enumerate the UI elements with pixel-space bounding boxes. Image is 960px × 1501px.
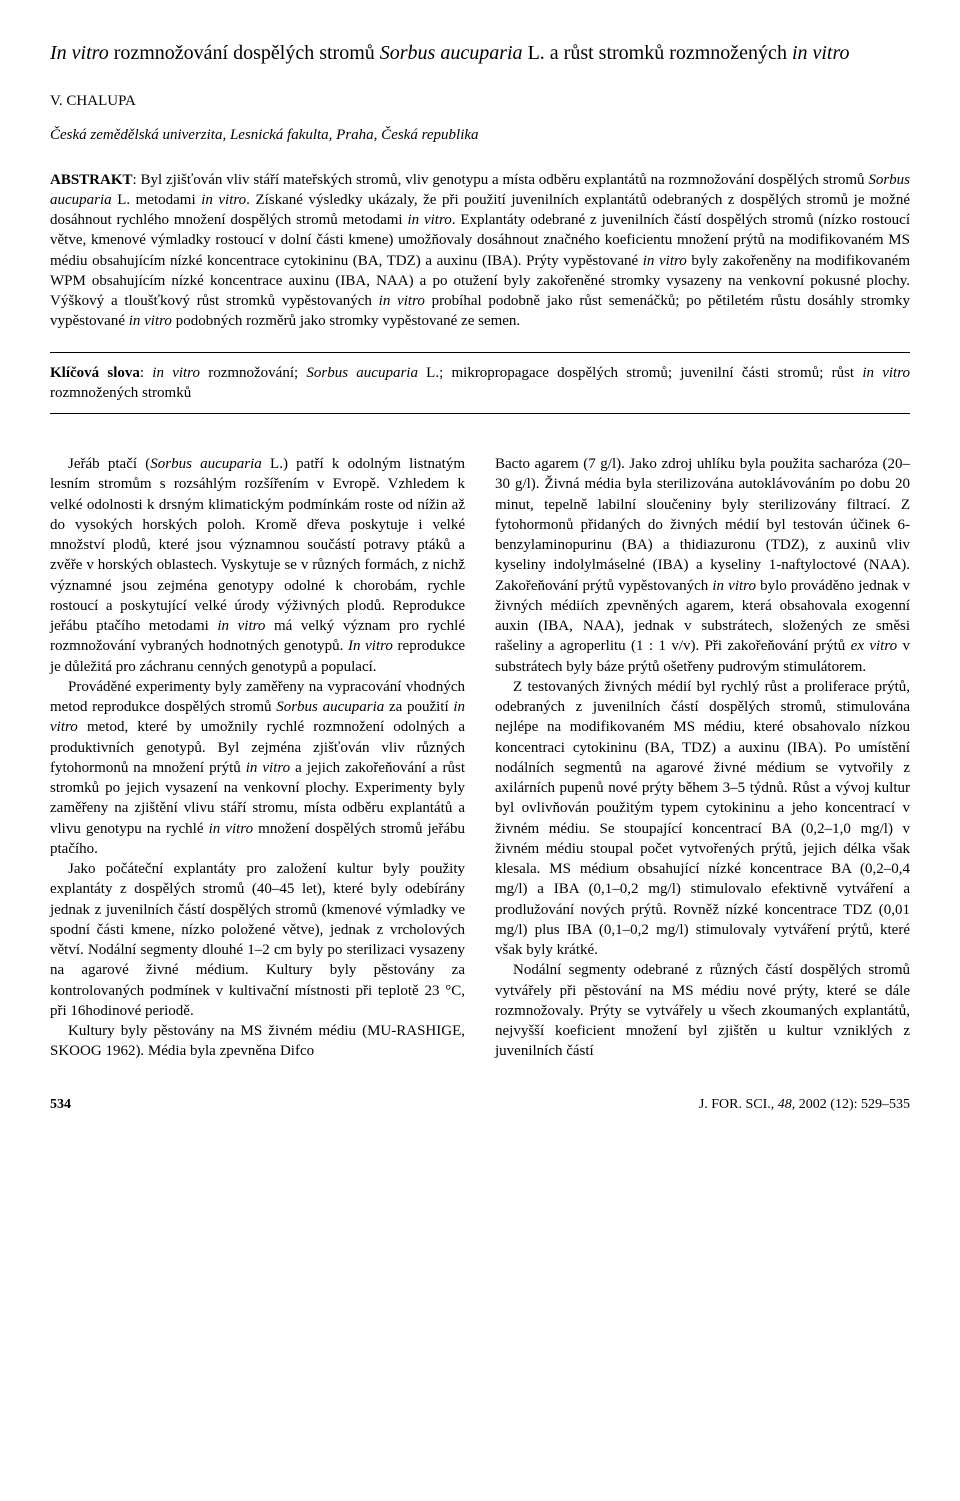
kw-it-2: Sorbus aucuparia xyxy=(306,365,418,381)
abstract: ABSTRAKT: Byl zjišťován vliv stáří mateř… xyxy=(50,170,910,332)
left-para-4: Kultury byly pěstovány na MS živném médi… xyxy=(50,1021,465,1062)
title-italic-2: Sorbus aucuparia xyxy=(380,42,523,64)
right-column: Bacto agarem (7 g/l). Jako zdroj uhlíku … xyxy=(495,454,910,1062)
keywords-label: Klíčová slova xyxy=(50,365,140,381)
title-italic-1: In vitro xyxy=(50,42,109,64)
kw-text-2: rozmnožování; xyxy=(200,365,306,381)
left-para-1: Jeřáb ptačí (Sorbus aucuparia L.) patří … xyxy=(50,454,465,677)
article-title: In vitro rozmnožování dospělých stromů S… xyxy=(50,40,910,67)
separator-bottom xyxy=(50,413,910,414)
kw-text-4: rozmnožených stromků xyxy=(50,385,191,401)
left-para-3: Jako počáteční explantáty pro založení k… xyxy=(50,859,465,1021)
keywords: Klíčová slova: in vitro rozmnožování; So… xyxy=(50,363,910,404)
abstract-it-6: in vitro xyxy=(129,313,172,329)
title-text-2: L. a růst stromků rozmnožených xyxy=(523,42,792,64)
abstract-text-7: podobných rozměrů jako stromky vypěstova… xyxy=(172,313,520,329)
left-para-2: Prováděné experimenty byly zaměřeny na v… xyxy=(50,677,465,859)
kw-text-1: : xyxy=(140,365,152,381)
left-column: Jeřáb ptačí (Sorbus aucuparia L.) patří … xyxy=(50,454,465,1062)
page-footer: 534 J. FOR. SCI., 48, 2002 (12): 529–535 xyxy=(50,1096,910,1115)
abstract-text-2: L. metodami xyxy=(112,192,202,208)
abstract-it-3: in vitro xyxy=(407,212,451,228)
author-name: V. CHALUPA xyxy=(50,91,910,111)
abstract-it-5: in vitro xyxy=(379,293,425,309)
kw-it-3: in vitro xyxy=(862,365,910,381)
separator-top xyxy=(50,352,910,353)
journal-ref: J. FOR. SCI., 48, 2002 (12): 529–535 xyxy=(699,1096,910,1115)
body-columns: Jeřáb ptačí (Sorbus aucuparia L.) patří … xyxy=(50,454,910,1062)
page-number: 534 xyxy=(50,1096,71,1115)
kw-it-1: in vitro xyxy=(152,365,200,381)
title-italic-3: in vitro xyxy=(792,42,850,64)
right-para-3: Nodální segmenty odebrané z různých část… xyxy=(495,960,910,1061)
title-text-1: rozmnožování dospělých stromů xyxy=(109,42,380,64)
abstract-it-2: in vitro xyxy=(201,192,246,208)
abstract-label: ABSTRAKT xyxy=(50,172,133,188)
kw-text-3: L.; mikropropagace dospělých stromů; juv… xyxy=(418,365,862,381)
right-para-1: Bacto agarem (7 g/l). Jako zdroj uhlíku … xyxy=(495,454,910,677)
right-para-2: Z testovaných živných médií byl rychlý r… xyxy=(495,677,910,961)
affiliation: Česká zemědělská univerzita, Lesnická fa… xyxy=(50,125,910,145)
abstract-it-4: in vitro xyxy=(643,253,687,269)
abstract-text-1: : Byl zjišťován vliv stáří mateřských st… xyxy=(133,172,869,188)
